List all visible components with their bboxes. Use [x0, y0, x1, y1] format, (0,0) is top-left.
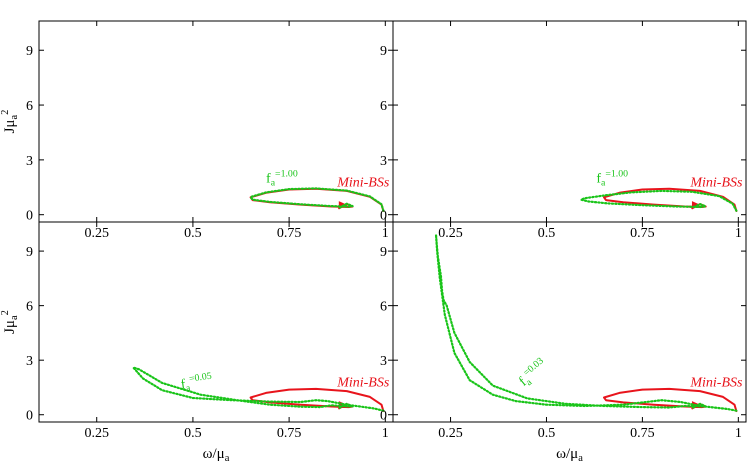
superscript: 2: [0, 310, 11, 315]
label-part: Jμ: [2, 120, 18, 134]
fa-label: fa=1.00: [596, 168, 628, 189]
label-part: Mini-BSs: [689, 175, 743, 190]
x-tick-label: 0.25: [438, 426, 463, 441]
y-tick-label: 9: [380, 44, 387, 59]
y-tick-label: 9: [26, 44, 33, 59]
label-part: Jμ: [2, 320, 18, 334]
plot-frame: [38, 221, 394, 423]
y-tick-label: 3: [26, 354, 33, 369]
superscript: =0.03: [521, 355, 546, 378]
x-axis-title: ω/μa: [203, 446, 230, 464]
x-tick-label: 0.75: [277, 426, 302, 441]
x-axis-title: ω/μa: [556, 446, 583, 464]
subscript: a: [225, 453, 230, 464]
x-tick-label: 0.75: [277, 226, 302, 241]
x-tick-label: 0.5: [538, 426, 556, 441]
label-part: f: [596, 172, 601, 187]
label-part: f: [180, 377, 187, 393]
plot-frame: [392, 221, 747, 423]
x-tick-label: 0.25: [84, 426, 109, 441]
x-tick-label: 1: [735, 226, 742, 241]
y-tick-label: 6: [26, 99, 33, 114]
subscript: a: [524, 376, 535, 388]
y-axis-title: Jμa2: [0, 310, 20, 334]
y-tick-label: 9: [380, 245, 387, 260]
y-tick-label: 0: [380, 409, 387, 424]
x-tick-label: 0.75: [630, 426, 655, 441]
green-dotted-series: [434, 233, 738, 412]
fa-label: fa=1.00: [266, 168, 298, 189]
plot-frame: [38, 20, 394, 223]
mini-bss-label: Mini-BSs: [689, 376, 743, 391]
green-dotted-series: [249, 187, 385, 212]
label-part: ω/μ: [556, 446, 578, 462]
mini-bss-label: Mini-BSs: [689, 175, 743, 190]
green-dotted-series: [579, 189, 738, 212]
label-part: Mini-BSs: [336, 376, 390, 391]
mini-bss-label: Mini-BSs: [336, 376, 390, 391]
subscript: a: [578, 453, 583, 464]
y-tick-label: 3: [26, 154, 33, 169]
subscript: a: [9, 315, 20, 320]
superscript: =1.00: [275, 168, 298, 179]
label-part: ω/μ: [203, 446, 225, 462]
y-tick-label: 0: [26, 209, 33, 224]
x-tick-label: 0.5: [184, 426, 202, 441]
x-tick-label: 0.75: [630, 226, 655, 241]
x-tick-label: 1: [382, 226, 389, 241]
y-tick-label: 6: [380, 300, 387, 315]
superscript: =0.05: [188, 370, 212, 384]
y-tick-label: 9: [26, 245, 33, 260]
x-tick-label: 1: [735, 426, 742, 441]
y-tick-label: 6: [380, 99, 387, 114]
subscript: a: [601, 178, 606, 189]
x-tick-label: 0.25: [438, 226, 463, 241]
label-part: Mini-BSs: [689, 376, 743, 391]
superscript: =1.00: [605, 168, 628, 179]
y-tick-label: 3: [380, 354, 387, 369]
x-tick-label: 0.5: [184, 226, 202, 241]
y-tick-label: 3: [380, 154, 387, 169]
label-part: Mini-BSs: [336, 175, 390, 190]
green-dotted-series: [132, 366, 385, 412]
x-tick-label: 0.5: [538, 226, 556, 241]
y-tick-label: 0: [26, 409, 33, 424]
subscript: a: [9, 115, 20, 120]
subscript: a: [271, 178, 276, 189]
fa-label: fa=0.03: [514, 355, 552, 391]
superscript: 2: [0, 110, 11, 115]
y-tick-label: 6: [26, 300, 33, 315]
x-tick-label: 1: [382, 426, 389, 441]
x-tick-label: 0.25: [84, 226, 109, 241]
label-part: f: [266, 172, 271, 187]
mini-bss-label: Mini-BSs: [336, 175, 390, 190]
y-tick-label: 0: [380, 209, 387, 224]
panel-top-right: 0.25 0.5 0.75 1 0 3 6 9 fa=1.00 Mini-BSs: [380, 20, 747, 241]
subscript: a: [185, 383, 191, 395]
fa-label: fa=0.05: [179, 370, 213, 395]
y-axis-title: Jμa2: [0, 110, 20, 134]
